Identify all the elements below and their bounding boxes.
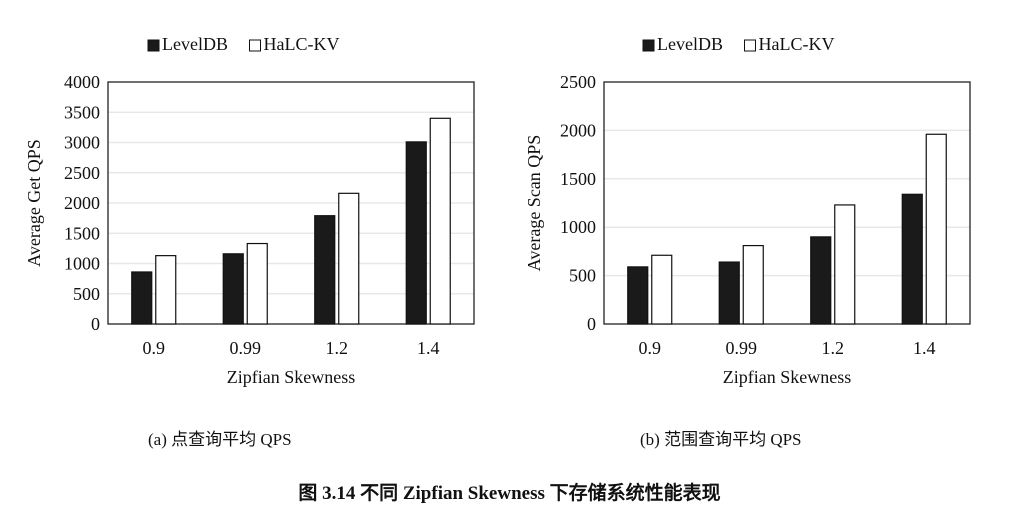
chart-a-xtick-label-1: 0.99 xyxy=(230,338,262,358)
chart-b-bar-halc-kv-3 xyxy=(925,133,947,325)
chart-a-bar-leveldb-2 xyxy=(314,215,336,325)
chart-b-ytick-label-1: 500 xyxy=(569,266,596,286)
chart-a-ytick-label-0: 0 xyxy=(91,314,100,334)
chart-get-qps: LevelDB HaLC-KV 0 500 1000 1500 2000 2500 3000 35… xyxy=(24,34,475,387)
chart-b-legend-swatch-1 xyxy=(744,39,756,52)
chart-a-ytick-label-4: 2000 xyxy=(64,193,100,213)
chart-b-xtick-label-2: 1.2 xyxy=(822,338,845,358)
chart-b-bar-halc-kv-2 xyxy=(834,204,856,325)
chart-b-bar-leveldb-0 xyxy=(627,266,649,325)
chart-a-xtick-label-3: 1.4 xyxy=(417,338,440,358)
subcaption-b: (b) 范围查询平均 QPS xyxy=(640,430,802,449)
chart-a-ytick-label-7: 3500 xyxy=(64,102,100,122)
chart-a-ytick-label-3: 1500 xyxy=(64,223,100,243)
chart-a-bar-halc-kv-3 xyxy=(429,117,451,325)
chart-b-xtick-label-0: 0.9 xyxy=(639,338,662,358)
chart-a-ytick-label-6: 3000 xyxy=(64,133,100,153)
chart-b-ytick-label-2: 1000 xyxy=(560,217,596,237)
chart-a-ytick-label-1: 500 xyxy=(73,284,100,304)
chart-b-ytick-label-4: 2000 xyxy=(560,120,596,140)
chart-a-legend-label-0: LevelDB xyxy=(162,34,228,54)
chart-b-x-axis-title: Zipfian Skewness xyxy=(723,367,851,387)
subcaption-a: (a) 点查询平均 QPS xyxy=(148,430,292,449)
chart-b-bar-leveldb-2 xyxy=(810,236,832,325)
chart-a-bar-halc-kv-0 xyxy=(155,255,177,325)
chart-a-bar-leveldb-3 xyxy=(405,141,427,325)
chart-a-bar-halc-kv-2 xyxy=(338,192,360,325)
chart-a-xtick-label-0: 0.9 xyxy=(143,338,166,358)
chart-b-bar-leveldb-3 xyxy=(901,193,923,325)
chart-a-xtick-label-2: 1.2 xyxy=(326,338,349,358)
chart-a-x-axis-title: Zipfian Skewness xyxy=(227,367,355,387)
chart-a-y-axis-title: Average Get QPS xyxy=(24,139,44,267)
chart-b-ytick-label-3: 1500 xyxy=(560,169,596,189)
chart-a-ytick-label-2: 1000 xyxy=(64,254,100,274)
chart-b-legend-swatch-0 xyxy=(642,39,655,52)
chart-a-plot-frame xyxy=(107,81,475,325)
chart-a-bar-leveldb-0 xyxy=(131,271,153,325)
chart-a-legend-swatch-1 xyxy=(249,39,261,52)
chart-a-legend-label-1: HaLC-KV xyxy=(264,34,340,54)
chart-a-bar-leveldb-1 xyxy=(222,253,244,325)
chart-b-bar-leveldb-1 xyxy=(718,261,740,325)
chart-a-bar-halc-kv-1 xyxy=(246,242,268,325)
chart-b-xtick-label-3: 1.4 xyxy=(913,338,936,358)
figure-caption: 图 3.14 不同 Zipfian Skewness 下存储系统性能表现 xyxy=(298,483,721,504)
chart-b-xtick-label-1: 0.99 xyxy=(726,338,758,358)
chart-a-ytick-label-8: 4000 xyxy=(64,72,100,92)
chart-b-legend-label-0: LevelDB xyxy=(657,34,723,54)
chart-b-y-axis-title: Average Scan QPS xyxy=(524,135,544,272)
chart-b-ytick-label-0: 0 xyxy=(587,314,596,334)
chart-b-plot-frame xyxy=(603,81,971,325)
chart-b-ytick-label-5: 2500 xyxy=(560,72,596,92)
chart-a-ytick-label-5: 2500 xyxy=(64,163,100,183)
chart-scan-qps: LevelDB HaLC-KV 0 500 1000 1500 2000 2500 0.9 0.9… xyxy=(524,34,971,387)
chart-b-legend-label-1: HaLC-KV xyxy=(759,34,835,54)
chart-b-bar-halc-kv-1 xyxy=(742,244,764,325)
chart-b-bar-halc-kv-0 xyxy=(651,254,673,325)
chart-a-legend-swatch-0 xyxy=(147,39,160,52)
